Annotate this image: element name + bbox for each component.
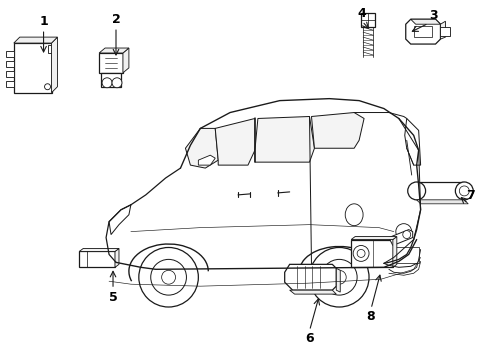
Polygon shape (185, 129, 218, 168)
Bar (416, 182, 463, 200)
Bar (386, 247, 418, 264)
Circle shape (395, 224, 411, 239)
Text: 7: 7 (465, 189, 474, 202)
Circle shape (356, 249, 365, 257)
Bar (440, 27, 449, 36)
Bar (360, 13, 374, 27)
Bar (14, 43, 51, 93)
Text: 3: 3 (428, 9, 437, 22)
Polygon shape (254, 117, 314, 162)
Bar (6, 81, 14, 87)
Polygon shape (388, 230, 412, 246)
Bar (47, 45, 53, 53)
Circle shape (112, 78, 122, 88)
Circle shape (309, 247, 368, 307)
Circle shape (352, 246, 368, 261)
Text: 1: 1 (39, 15, 48, 28)
Polygon shape (14, 37, 57, 43)
Circle shape (402, 231, 410, 239)
Circle shape (162, 270, 175, 284)
Bar (350, 239, 392, 267)
Polygon shape (79, 248, 119, 251)
Text: 4: 4 (357, 7, 366, 20)
Circle shape (44, 84, 50, 90)
Bar (6, 61, 14, 67)
Circle shape (150, 260, 186, 295)
Circle shape (321, 260, 356, 295)
Polygon shape (215, 118, 254, 165)
Text: 5: 5 (108, 291, 117, 303)
Polygon shape (392, 237, 396, 267)
Bar (6, 71, 14, 77)
Bar (99, 53, 122, 73)
Polygon shape (440, 21, 445, 39)
Circle shape (332, 270, 346, 284)
Text: 8: 8 (366, 310, 375, 323)
Polygon shape (109, 205, 131, 235)
Polygon shape (336, 268, 340, 292)
Bar (101, 73, 121, 87)
Bar (413, 26, 431, 37)
Text: 2: 2 (111, 13, 120, 26)
Polygon shape (410, 19, 440, 24)
Polygon shape (405, 19, 440, 44)
Polygon shape (404, 118, 420, 165)
Circle shape (102, 78, 112, 88)
Circle shape (407, 182, 425, 200)
Circle shape (458, 186, 468, 196)
Polygon shape (99, 48, 129, 53)
Polygon shape (122, 48, 129, 73)
Polygon shape (289, 290, 336, 294)
Polygon shape (284, 264, 336, 290)
Circle shape (139, 247, 198, 307)
Polygon shape (350, 237, 396, 239)
Circle shape (454, 182, 472, 200)
Polygon shape (51, 37, 57, 93)
Polygon shape (416, 200, 468, 204)
Polygon shape (311, 113, 364, 148)
Bar (6, 51, 14, 57)
Polygon shape (115, 248, 119, 267)
Polygon shape (198, 155, 215, 165)
Text: 6: 6 (305, 332, 313, 345)
Ellipse shape (345, 204, 362, 226)
Bar (79, 251, 115, 267)
